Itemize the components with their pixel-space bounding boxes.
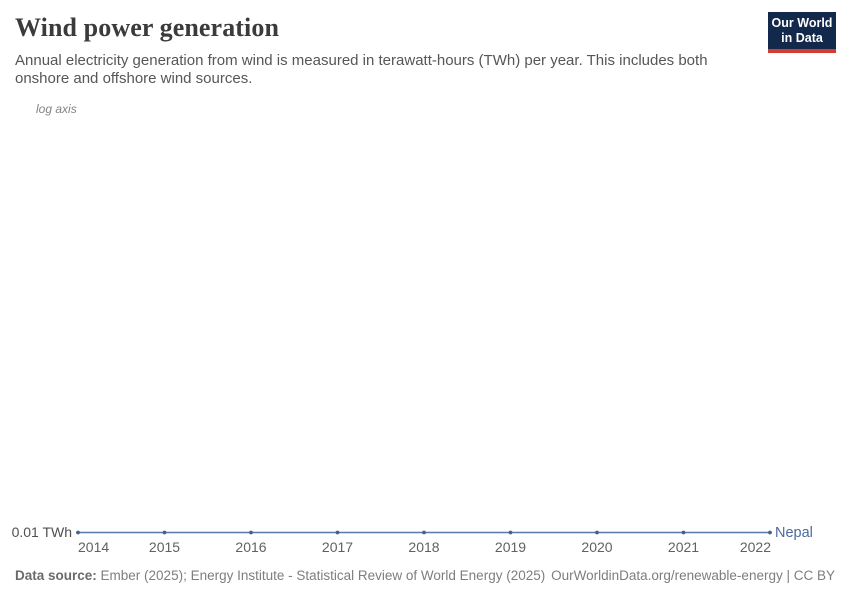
data-point-2016[interactable] — [249, 530, 253, 535]
data-point-2017[interactable] — [335, 530, 340, 535]
chart-subtitle: Annual electricity generation from wind … — [15, 52, 708, 88]
data-source-label: Data source: — [15, 568, 97, 583]
logo-line-2: in Data — [781, 31, 823, 45]
x-tick-label-2014: 2014 — [78, 539, 110, 555]
owid-url-link[interactable]: OurWorldinData.org/renewable-energy — [551, 568, 783, 583]
data-point-2022[interactable] — [768, 530, 772, 535]
footer-divider: | — [782, 568, 794, 583]
license-label: CC BY — [793, 568, 835, 583]
x-tick-label-2021: 2021 — [667, 539, 700, 555]
x-tick-label-2015: 2015 — [148, 539, 181, 555]
y-axis-tick-label: 0.01 TWh — [11, 524, 72, 540]
subtitle-line-2: onshore and offshore wind sources. — [15, 70, 253, 87]
data-source: Data source: Ember (2025); Energy Instit… — [15, 568, 545, 583]
logo-line-1: Our World — [771, 16, 833, 30]
data-point-2015[interactable] — [162, 530, 167, 535]
x-tick-label-2017: 2017 — [321, 539, 354, 555]
x-tick-label-2018: 2018 — [408, 539, 440, 555]
entity-label-nepal[interactable]: Nepal — [775, 525, 813, 541]
data-point-2019[interactable] — [508, 530, 513, 535]
data-point-2018[interactable] — [422, 530, 426, 535]
x-axis: 2014 2015 2016 2017 2018 2019 2020 2021 2022 — [0, 539, 850, 555]
data-point-2014[interactable] — [76, 530, 80, 535]
data-source-text: Ember (2025); Energy Institute - Statist… — [96, 568, 546, 583]
footer-links: OurWorldinData.org/renewable-energy | CC… — [551, 568, 835, 583]
chart-footer: Data source: Ember (2025); Energy Instit… — [15, 568, 835, 583]
data-point-2020[interactable] — [595, 530, 599, 535]
page-title: Wind power generation — [15, 13, 280, 42]
log-axis-label: log axis — [36, 102, 77, 116]
x-tick-label-2016: 2016 — [235, 539, 267, 555]
owid-logo[interactable]: Our World in Data — [768, 12, 836, 53]
x-tick-label-2022: 2022 — [739, 539, 771, 555]
x-tick-label-2020: 2020 — [581, 539, 613, 555]
subtitle-line-1: Annual electricity generation from wind … — [15, 52, 708, 69]
data-point-2021[interactable] — [681, 530, 686, 535]
x-tick-label-2019: 2019 — [494, 539, 527, 555]
